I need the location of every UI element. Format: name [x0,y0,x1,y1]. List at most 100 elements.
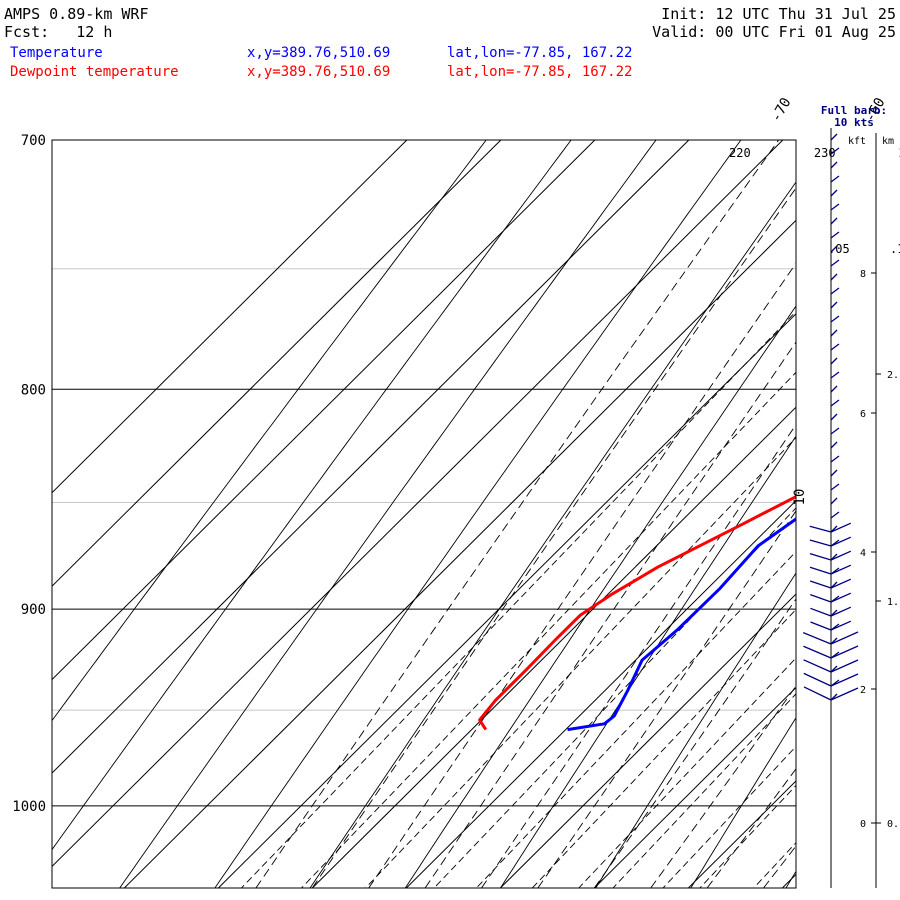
plot-frame [51,139,797,889]
dry-adiabat [690,716,796,888]
wind-barb-flag [830,343,840,351]
wind-barb-flag [830,497,838,505]
wind-barb [803,645,832,659]
wind-barb-flag [830,441,838,449]
pressure-tick-label: 900 [21,602,46,618]
legend-temperature-latlon: lat,lon=-77.85, 167.22 [447,45,632,61]
kft-tick-label: 4 [860,548,866,559]
wind-barb [809,580,832,589]
wind-panel-title: Full barb: [821,104,887,117]
wind-barb-flag [830,567,840,575]
mixing-ratio-line [365,436,796,888]
wind-barb [830,645,859,659]
wind-barb-flag [830,637,838,645]
wind-barb-flag [830,133,838,141]
theta-label: 240 [899,146,900,160]
isotherm [52,140,502,587]
mixing-ratio-line [612,693,796,888]
km-tick-label: 1. [887,597,899,608]
wind-barb-flag [830,511,840,519]
isotherm [311,406,796,888]
dry-adiabat [404,305,796,888]
dry-adiabat [52,140,572,851]
mixing-ratio-line [433,507,796,888]
mixing-ratio-label: .1 [890,242,900,256]
wind-barb [803,659,832,673]
dry-adiabat [214,140,742,888]
isotherm [52,140,596,681]
wind-barb [830,620,852,631]
temperature-line [567,517,796,732]
wind-barb-flag [830,469,838,477]
wind-barb [830,522,852,533]
moist-adiabat [255,140,780,888]
wind-barb-flag [830,399,840,407]
wind-barb-flag [830,315,840,323]
wind-barb-flag [830,231,840,239]
moist-adiabat [311,187,796,888]
dry-adiabat [119,140,657,888]
wind-barb-flag [830,329,838,337]
moist-adiabat [481,423,796,888]
wind-barb [809,525,832,533]
kft-tick-label: 0 [860,819,866,830]
moist-adiabat [368,262,796,888]
wind-barb-flag [830,273,838,281]
dry-adiabat [52,140,487,722]
theta-label: 220 [729,146,751,160]
wind-barb-flag [830,427,840,435]
wind-barb-flag [830,385,838,393]
valid-time: Valid: 00 UTC Fri 01 Aug 25 [652,23,896,41]
wind-barb-flag [830,287,840,295]
wind-barb [830,659,859,673]
isotherm [52,140,690,774]
moist-adiabat [593,598,796,888]
wind-barb-flag [830,693,838,701]
wind-barb [809,566,832,575]
wind-barb [830,550,852,561]
wind-barb-flag [830,259,840,267]
wind-barb-flag [830,147,840,155]
wind-barb [809,552,832,561]
pressure-tick-label: 1000 [12,799,46,815]
mixing-ratio-line [241,310,796,888]
wind-barbs [802,133,859,701]
kft-tick-label: 6 [860,409,866,420]
wind-barb [830,592,852,603]
wind-barb-flag [830,483,840,491]
wind-barb [830,564,852,575]
profile-series [478,494,796,732]
moist-adiabat [424,341,796,888]
isotherm [217,313,796,888]
kft-tick-label: 2 [860,685,866,696]
wind-barb [802,632,832,645]
mixing-ratio-line [531,608,796,888]
wind-barb-flag [830,665,838,673]
wind-barb-flag [830,553,838,561]
mixing-ratio-line [753,842,796,888]
wind-barb-flag [830,175,840,183]
moist-adiabat [537,510,796,888]
km-axis-label: km [882,136,894,147]
dewpoint-line [478,494,796,731]
mixing-ratio-line [301,371,796,888]
wind-barb [830,687,859,701]
legend-dewpoint-location: x,y=389.76,510.69 [247,64,390,80]
wind-barb-flag [830,301,838,309]
legend-dewpoint-latlon: lat,lon=-77.85, 167.22 [447,64,632,80]
forecast-hour: Fcst: 12 h [4,23,112,41]
wind-barb-flag [830,161,838,169]
moist-adiabat [650,685,796,888]
wind-barb [830,536,852,547]
wind-barb [810,607,832,617]
mixing-ratio-line [476,550,796,888]
wind-barb-flag [830,217,838,225]
isotherm [123,219,796,888]
theta-label: 230 [814,146,836,160]
wind-barb-flag [830,245,838,253]
mixing-ratio-line [699,784,796,888]
wind-barb [830,673,859,687]
km-tick-label: 0. [887,819,899,830]
wind-barb [809,539,832,547]
